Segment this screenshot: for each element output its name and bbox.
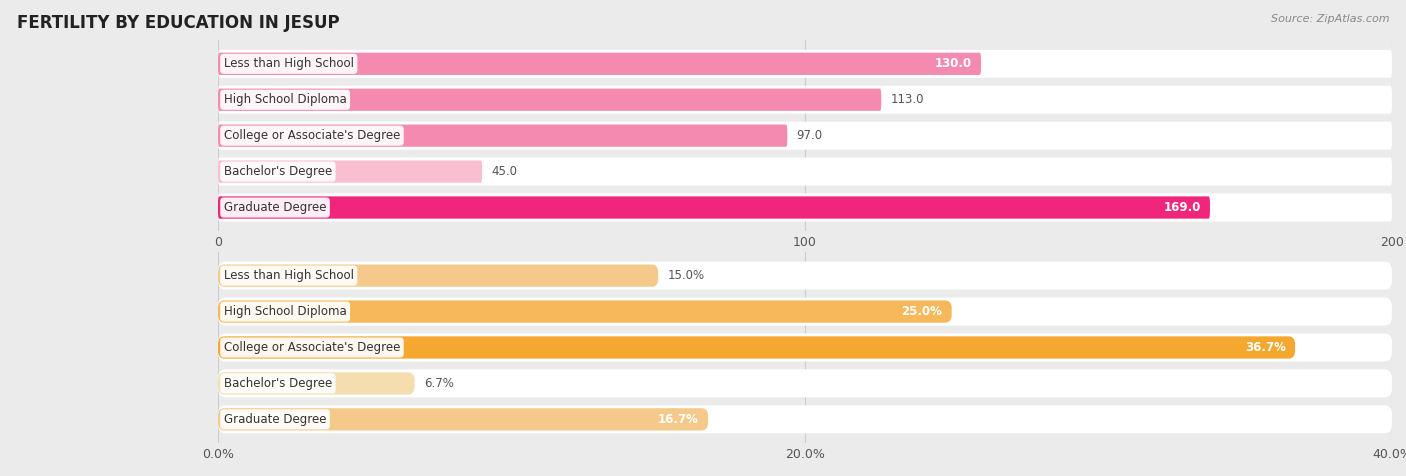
Text: Source: ZipAtlas.com: Source: ZipAtlas.com <box>1271 14 1389 24</box>
FancyBboxPatch shape <box>218 125 787 147</box>
FancyBboxPatch shape <box>218 53 981 75</box>
Text: Bachelor's Degree: Bachelor's Degree <box>224 377 332 390</box>
FancyBboxPatch shape <box>218 300 952 323</box>
Text: 45.0: 45.0 <box>492 165 517 178</box>
FancyBboxPatch shape <box>218 89 882 111</box>
FancyBboxPatch shape <box>218 262 1392 289</box>
FancyBboxPatch shape <box>218 197 1211 218</box>
Text: Less than High School: Less than High School <box>224 57 354 70</box>
FancyBboxPatch shape <box>218 369 1392 397</box>
FancyBboxPatch shape <box>218 337 1295 358</box>
FancyBboxPatch shape <box>218 50 1392 78</box>
Text: 97.0: 97.0 <box>797 129 823 142</box>
Text: 6.7%: 6.7% <box>425 377 454 390</box>
Text: 36.7%: 36.7% <box>1244 341 1285 354</box>
FancyBboxPatch shape <box>218 194 1392 221</box>
Text: High School Diploma: High School Diploma <box>224 93 346 106</box>
FancyBboxPatch shape <box>218 406 1392 433</box>
Text: Less than High School: Less than High School <box>224 269 354 282</box>
Text: 16.7%: 16.7% <box>658 413 699 426</box>
Text: College or Associate's Degree: College or Associate's Degree <box>224 341 401 354</box>
Text: Bachelor's Degree: Bachelor's Degree <box>224 165 332 178</box>
FancyBboxPatch shape <box>218 158 1392 186</box>
Text: Graduate Degree: Graduate Degree <box>224 201 326 214</box>
Text: 130.0: 130.0 <box>935 57 972 70</box>
Text: 169.0: 169.0 <box>1163 201 1201 214</box>
FancyBboxPatch shape <box>218 265 658 287</box>
Text: College or Associate's Degree: College or Associate's Degree <box>224 129 401 142</box>
FancyBboxPatch shape <box>218 372 415 395</box>
FancyBboxPatch shape <box>218 334 1392 361</box>
FancyBboxPatch shape <box>218 86 1392 114</box>
FancyBboxPatch shape <box>218 122 1392 149</box>
Text: 25.0%: 25.0% <box>901 305 942 318</box>
FancyBboxPatch shape <box>218 408 709 430</box>
Text: 15.0%: 15.0% <box>668 269 704 282</box>
FancyBboxPatch shape <box>218 160 482 183</box>
Text: Graduate Degree: Graduate Degree <box>224 413 326 426</box>
FancyBboxPatch shape <box>218 298 1392 326</box>
Text: FERTILITY BY EDUCATION IN JESUP: FERTILITY BY EDUCATION IN JESUP <box>17 14 339 32</box>
Text: 113.0: 113.0 <box>890 93 924 106</box>
Text: High School Diploma: High School Diploma <box>224 305 346 318</box>
